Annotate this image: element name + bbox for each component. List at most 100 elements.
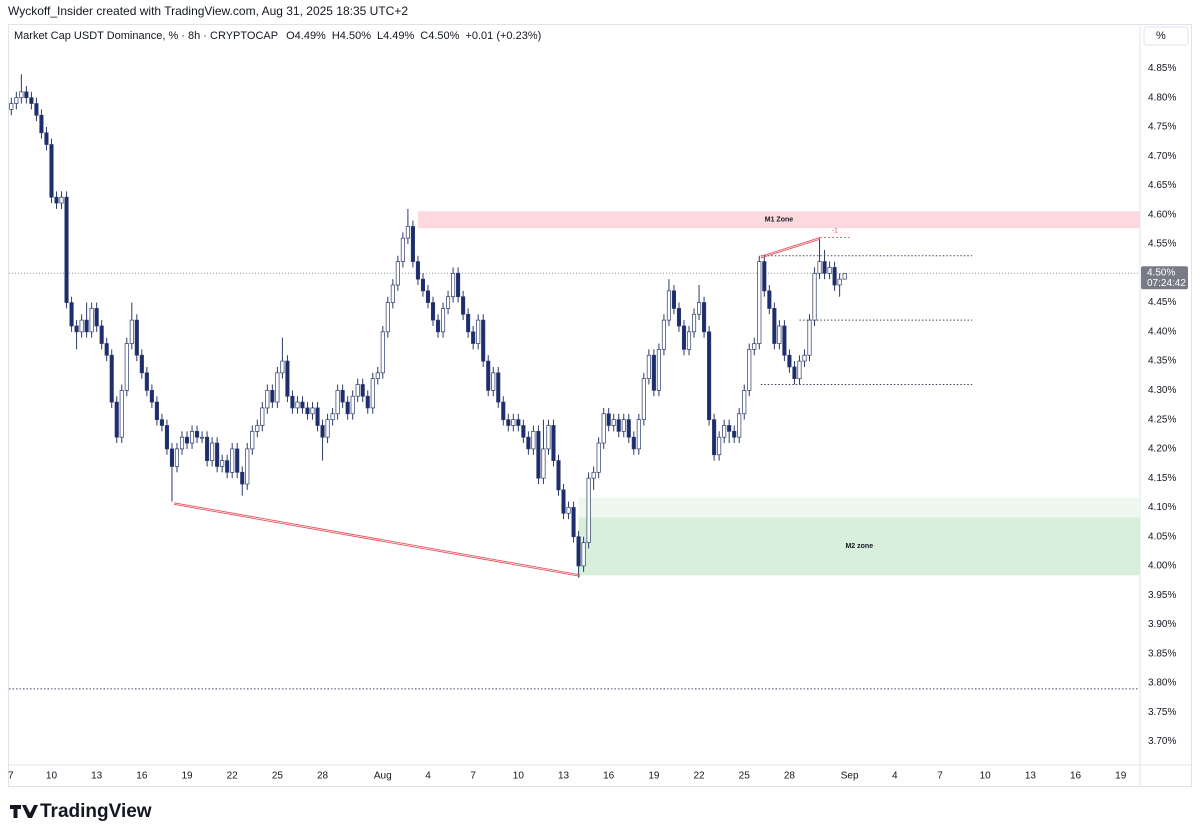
x-tick-label: 7 [8,771,14,782]
candle-body [606,413,611,426]
candle-body [471,331,476,344]
candle-body [149,390,154,403]
y-tick-label: 4.60% [1148,209,1176,220]
candle-body [807,319,812,356]
unit-label: % [1156,30,1166,42]
ohlc-value: +0.01 (+0.23%) [465,30,541,42]
candle-body [576,536,581,567]
candle-body [782,325,787,356]
y-tick-label: 3.75% [1148,707,1176,718]
candle-body [541,448,546,479]
candle-body [159,419,164,426]
candle-body [119,390,124,438]
candle-body [74,325,79,333]
x-tick-label: 22 [227,771,239,782]
candle-body [727,425,732,432]
candle-body [300,401,305,409]
x-tick-label: 19 [1115,771,1127,782]
candle-body [139,354,144,374]
candle-body [521,425,526,438]
y-tick-label: 4.30% [1148,385,1176,396]
candle-body [164,425,169,450]
candle-body [210,442,215,461]
candle-body [325,419,330,438]
candle-body [787,354,792,368]
y-tick-label: 4.55% [1148,239,1176,250]
candle-body [656,349,661,391]
x-tick-label: 28 [784,771,796,782]
y-tick-label: 4.70% [1148,151,1176,162]
candle-body [671,290,677,309]
candle-body [742,390,747,415]
candle-body [109,354,114,403]
candle-body [405,226,410,239]
zone-label: M2 zone [845,543,873,550]
candle-body [566,507,571,514]
candle-body [174,448,180,467]
candle-body [651,354,656,391]
candle-body [440,308,446,333]
candle-body [802,354,807,362]
candle-body [144,372,149,391]
candle-body [69,302,74,327]
x-tick-label: 7 [470,771,476,782]
candle-body [84,319,89,333]
candle-body [205,436,210,461]
y-tick-label: 4.25% [1148,414,1176,425]
candle-body [360,384,365,397]
candle-body [154,401,159,420]
candle-body [581,542,586,567]
candle-body [250,430,255,450]
candle-body [611,419,616,426]
candle-body [556,460,561,491]
candle-body [104,343,109,356]
y-tick-label: 3.85% [1148,648,1176,659]
unit-button[interactable] [1143,26,1189,46]
y-tick-label: 4.35% [1148,356,1176,367]
candle-body [365,395,370,409]
candle-body [270,390,275,403]
candle-body [491,372,496,391]
candle-body [89,308,94,333]
candle-body [255,425,260,432]
candle-body [285,360,290,397]
candle-body [64,196,69,303]
candle-body [345,401,350,415]
y-tick-label: 4.15% [1148,473,1176,484]
ohlc-value: O4.49% [286,30,326,42]
candle-body [822,261,827,274]
candle-body [280,360,285,374]
zone [578,517,1140,576]
candle-body [516,419,521,426]
candle-body [536,430,541,479]
candle-body [305,407,310,415]
candle-body [531,430,536,450]
symbol-header: Market Cap USDT Dominance, % · 8h · CRYP… [14,30,278,42]
candle-body [400,237,405,262]
candle-body [54,196,59,204]
x-tick-label: 7 [937,771,943,782]
candle-body [551,425,556,461]
candle-body [195,430,200,438]
candle-body [486,360,491,391]
candle-body [385,302,390,333]
y-tick-label: 4.45% [1148,297,1176,308]
candle-body [420,278,426,292]
x-tick-label: 4 [892,771,898,782]
candle-body [777,325,782,344]
logo-icon [10,805,38,818]
candle-body [732,430,737,438]
candle-body [586,477,591,543]
candle-body [189,430,195,444]
x-tick-label: Sep [841,771,859,782]
x-tick-label: 19 [181,771,193,782]
candle-body [39,114,44,134]
candle-body [832,267,837,286]
candle-body [691,313,697,333]
ohlc-value: H4.50% [332,30,371,42]
logo: TradingView [10,801,152,822]
candle-body [49,144,54,198]
candle-body [501,401,506,420]
candle-body [616,419,621,432]
logo-text: TradingView [40,801,152,822]
